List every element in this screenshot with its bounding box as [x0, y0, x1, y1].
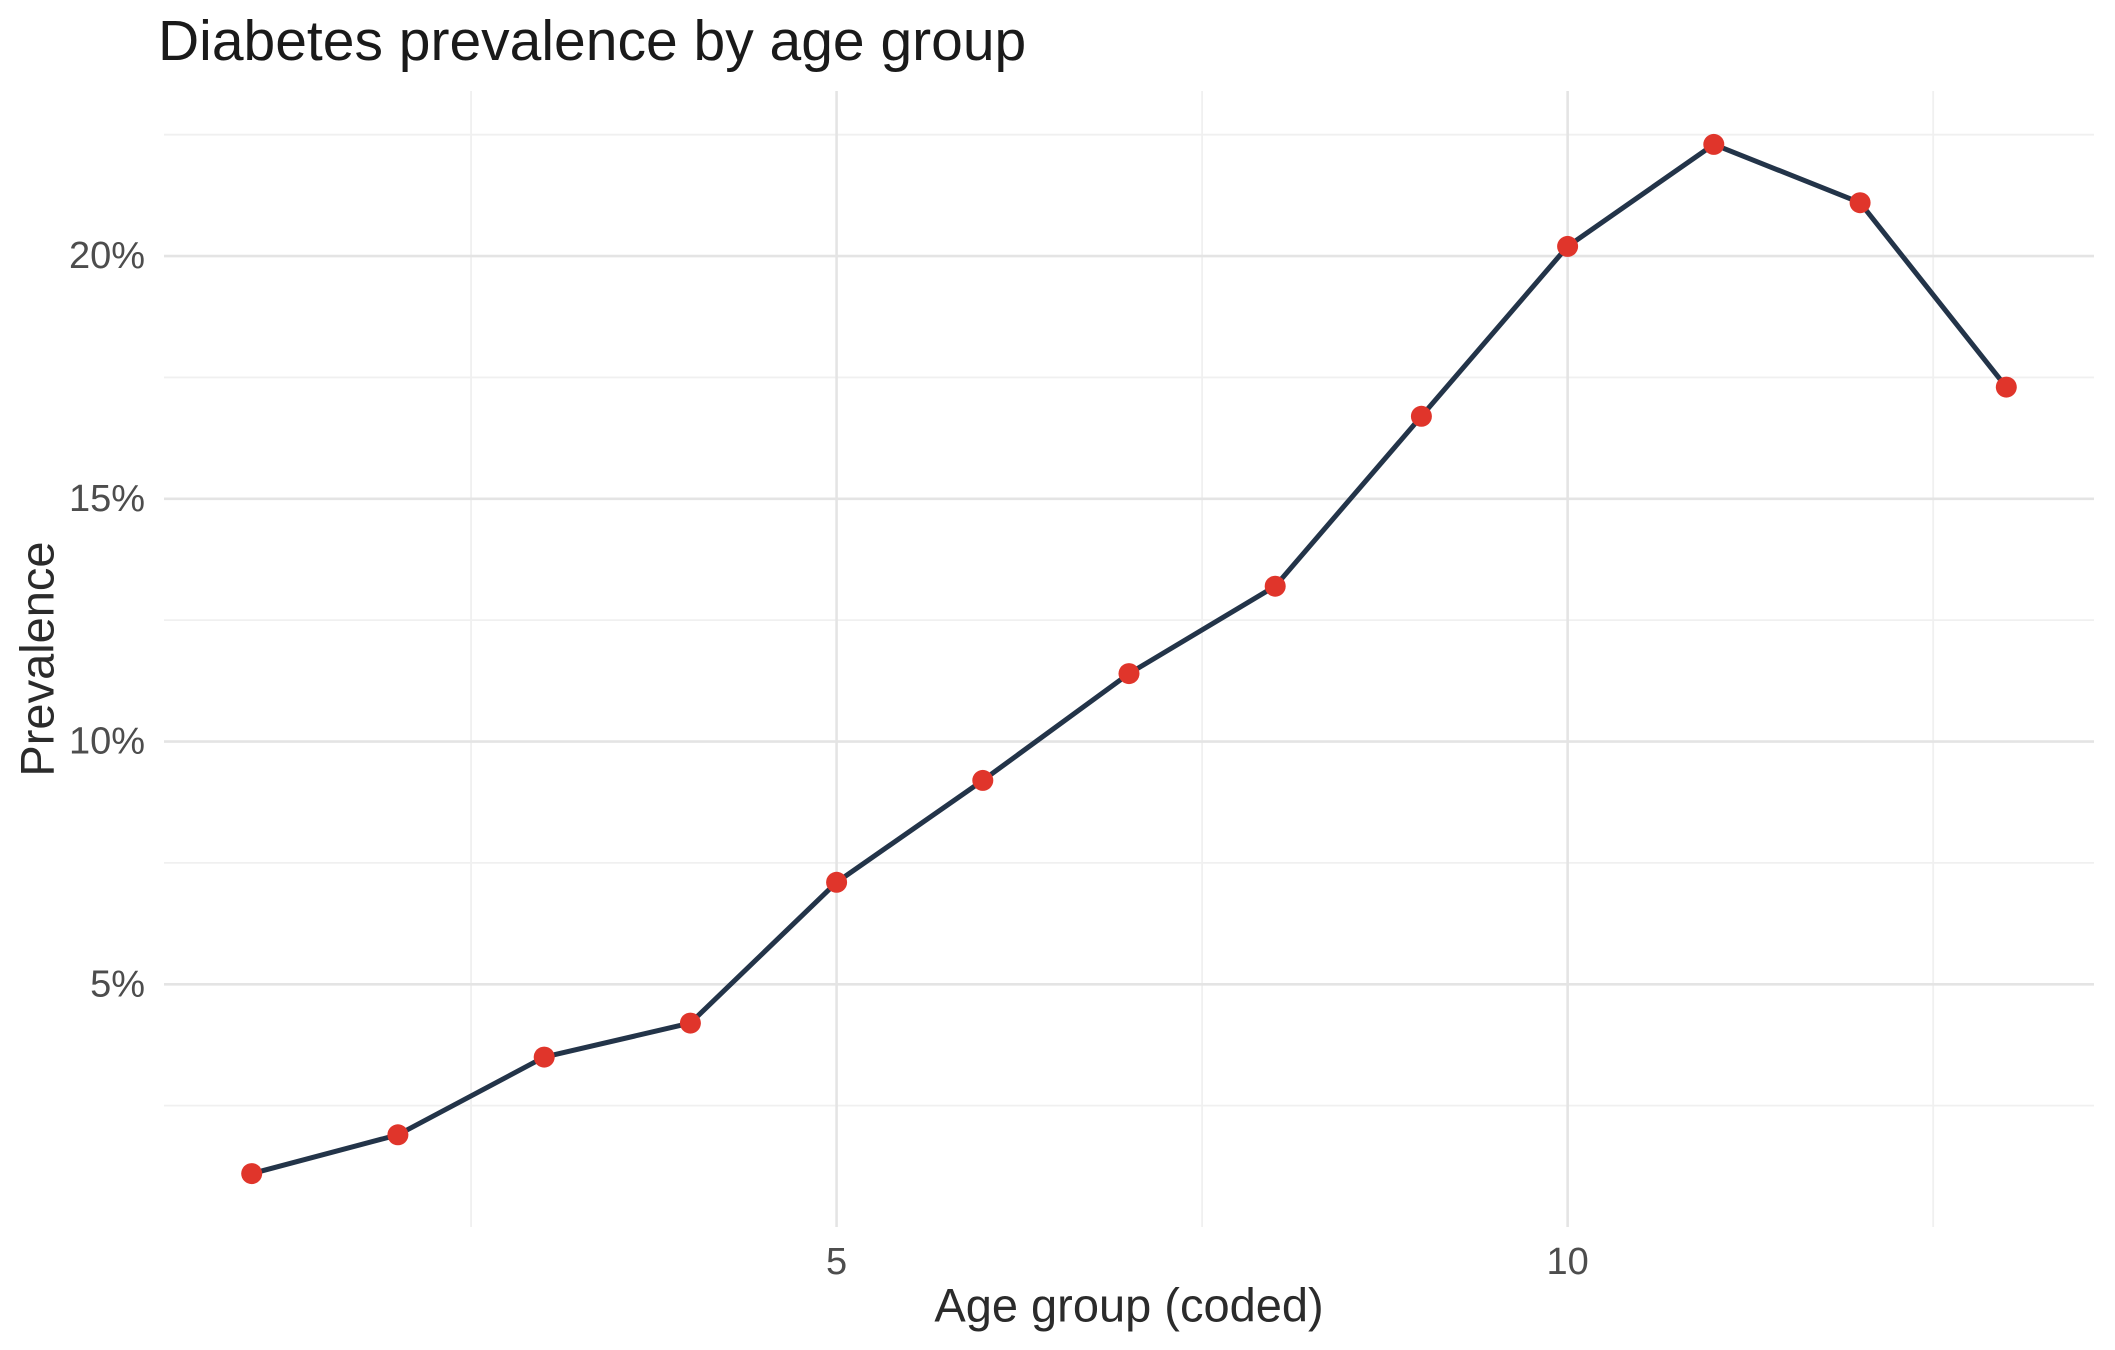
x-axis-title: Age group (coded): [934, 1279, 1323, 1332]
major-gridlines: [164, 91, 2094, 1227]
data-point: [826, 871, 848, 893]
y-tick-label: 20%: [69, 235, 145, 277]
data-point: [1118, 663, 1140, 685]
prevalence-line: [249, 141, 2009, 1177]
data-point: [1995, 376, 2017, 398]
data-point: [241, 1163, 263, 1185]
data-point: [1264, 575, 1286, 597]
x-tick-label: 10: [1546, 1241, 1588, 1283]
data-point: [1410, 405, 1432, 427]
minor-gridlines: [164, 91, 2094, 1227]
data-point: [679, 1012, 701, 1034]
y-tick-label: 15%: [69, 478, 145, 520]
y-axis-title: Prevalence: [11, 541, 64, 776]
data-point: [387, 1124, 409, 1146]
y-tick-label: 10%: [69, 721, 145, 763]
y-tick-label: 5%: [90, 963, 145, 1005]
data-point: [1703, 133, 1725, 155]
y-axis-tick-labels: 5% 10% 15% 20%: [69, 235, 145, 1005]
series-line-group: [249, 141, 2009, 1177]
data-point: [1849, 192, 1871, 214]
chart-title: Diabetes prevalence by age group: [158, 9, 1026, 73]
series-points-group: [241, 133, 2017, 1185]
x-tick-label: 5: [826, 1241, 847, 1283]
data-point: [972, 769, 994, 791]
data-point: [1557, 235, 1579, 257]
data-point: [533, 1046, 555, 1068]
x-axis-tick-labels: 5 10: [826, 1241, 1589, 1283]
